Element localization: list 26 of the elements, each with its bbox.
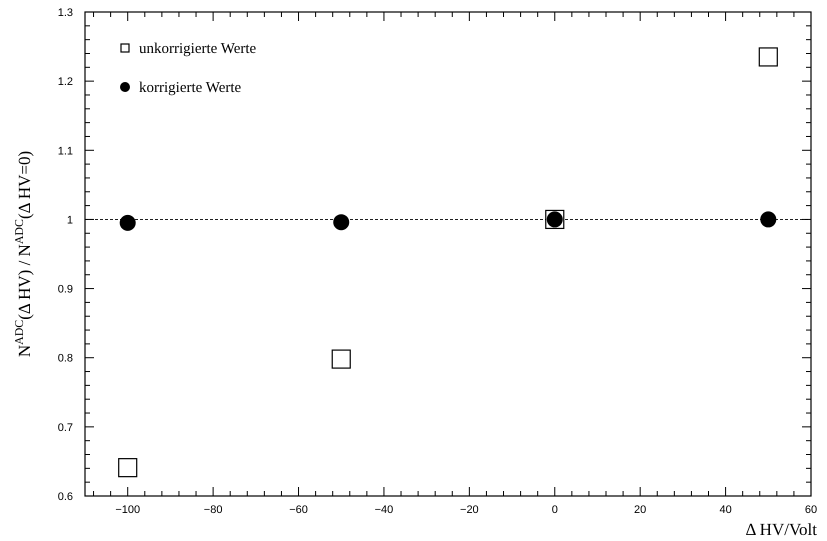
legend-label: unkorrigierte Werte bbox=[139, 41, 257, 57]
point bbox=[118, 458, 138, 478]
y-tick-label: 0.8 bbox=[58, 352, 73, 365]
point bbox=[760, 211, 776, 228]
y-tick-label: 0.7 bbox=[58, 422, 73, 434]
point bbox=[120, 214, 136, 231]
x-tick-label: 20 bbox=[634, 504, 646, 516]
x-tick-label: 60 bbox=[804, 504, 818, 516]
x-tick-label: 0 bbox=[552, 504, 558, 516]
x-tick-label: −60 bbox=[289, 504, 308, 516]
x-tick-label: −20 bbox=[460, 504, 479, 516]
x-tick-label: −100 bbox=[115, 504, 140, 516]
x-axis-title: Δ HV/Volt bbox=[745, 520, 818, 539]
point bbox=[332, 349, 351, 369]
y-tick-label: 1.3 bbox=[58, 7, 73, 19]
legend-label: korrigierte Werte bbox=[139, 80, 242, 96]
x-tick-label: 40 bbox=[719, 504, 732, 516]
y-tick-label: 1.2 bbox=[58, 76, 73, 88]
point bbox=[758, 47, 778, 67]
point bbox=[333, 214, 350, 230]
x-tick-label: −40 bbox=[374, 504, 394, 516]
y-tick-label: 1.1 bbox=[58, 145, 73, 158]
y-tick-label: 0.6 bbox=[58, 491, 73, 503]
y-tick-label: 0.9 bbox=[58, 284, 73, 296]
y-tick-label: 1 bbox=[66, 214, 73, 226]
x-tick-label: −80 bbox=[204, 504, 222, 516]
